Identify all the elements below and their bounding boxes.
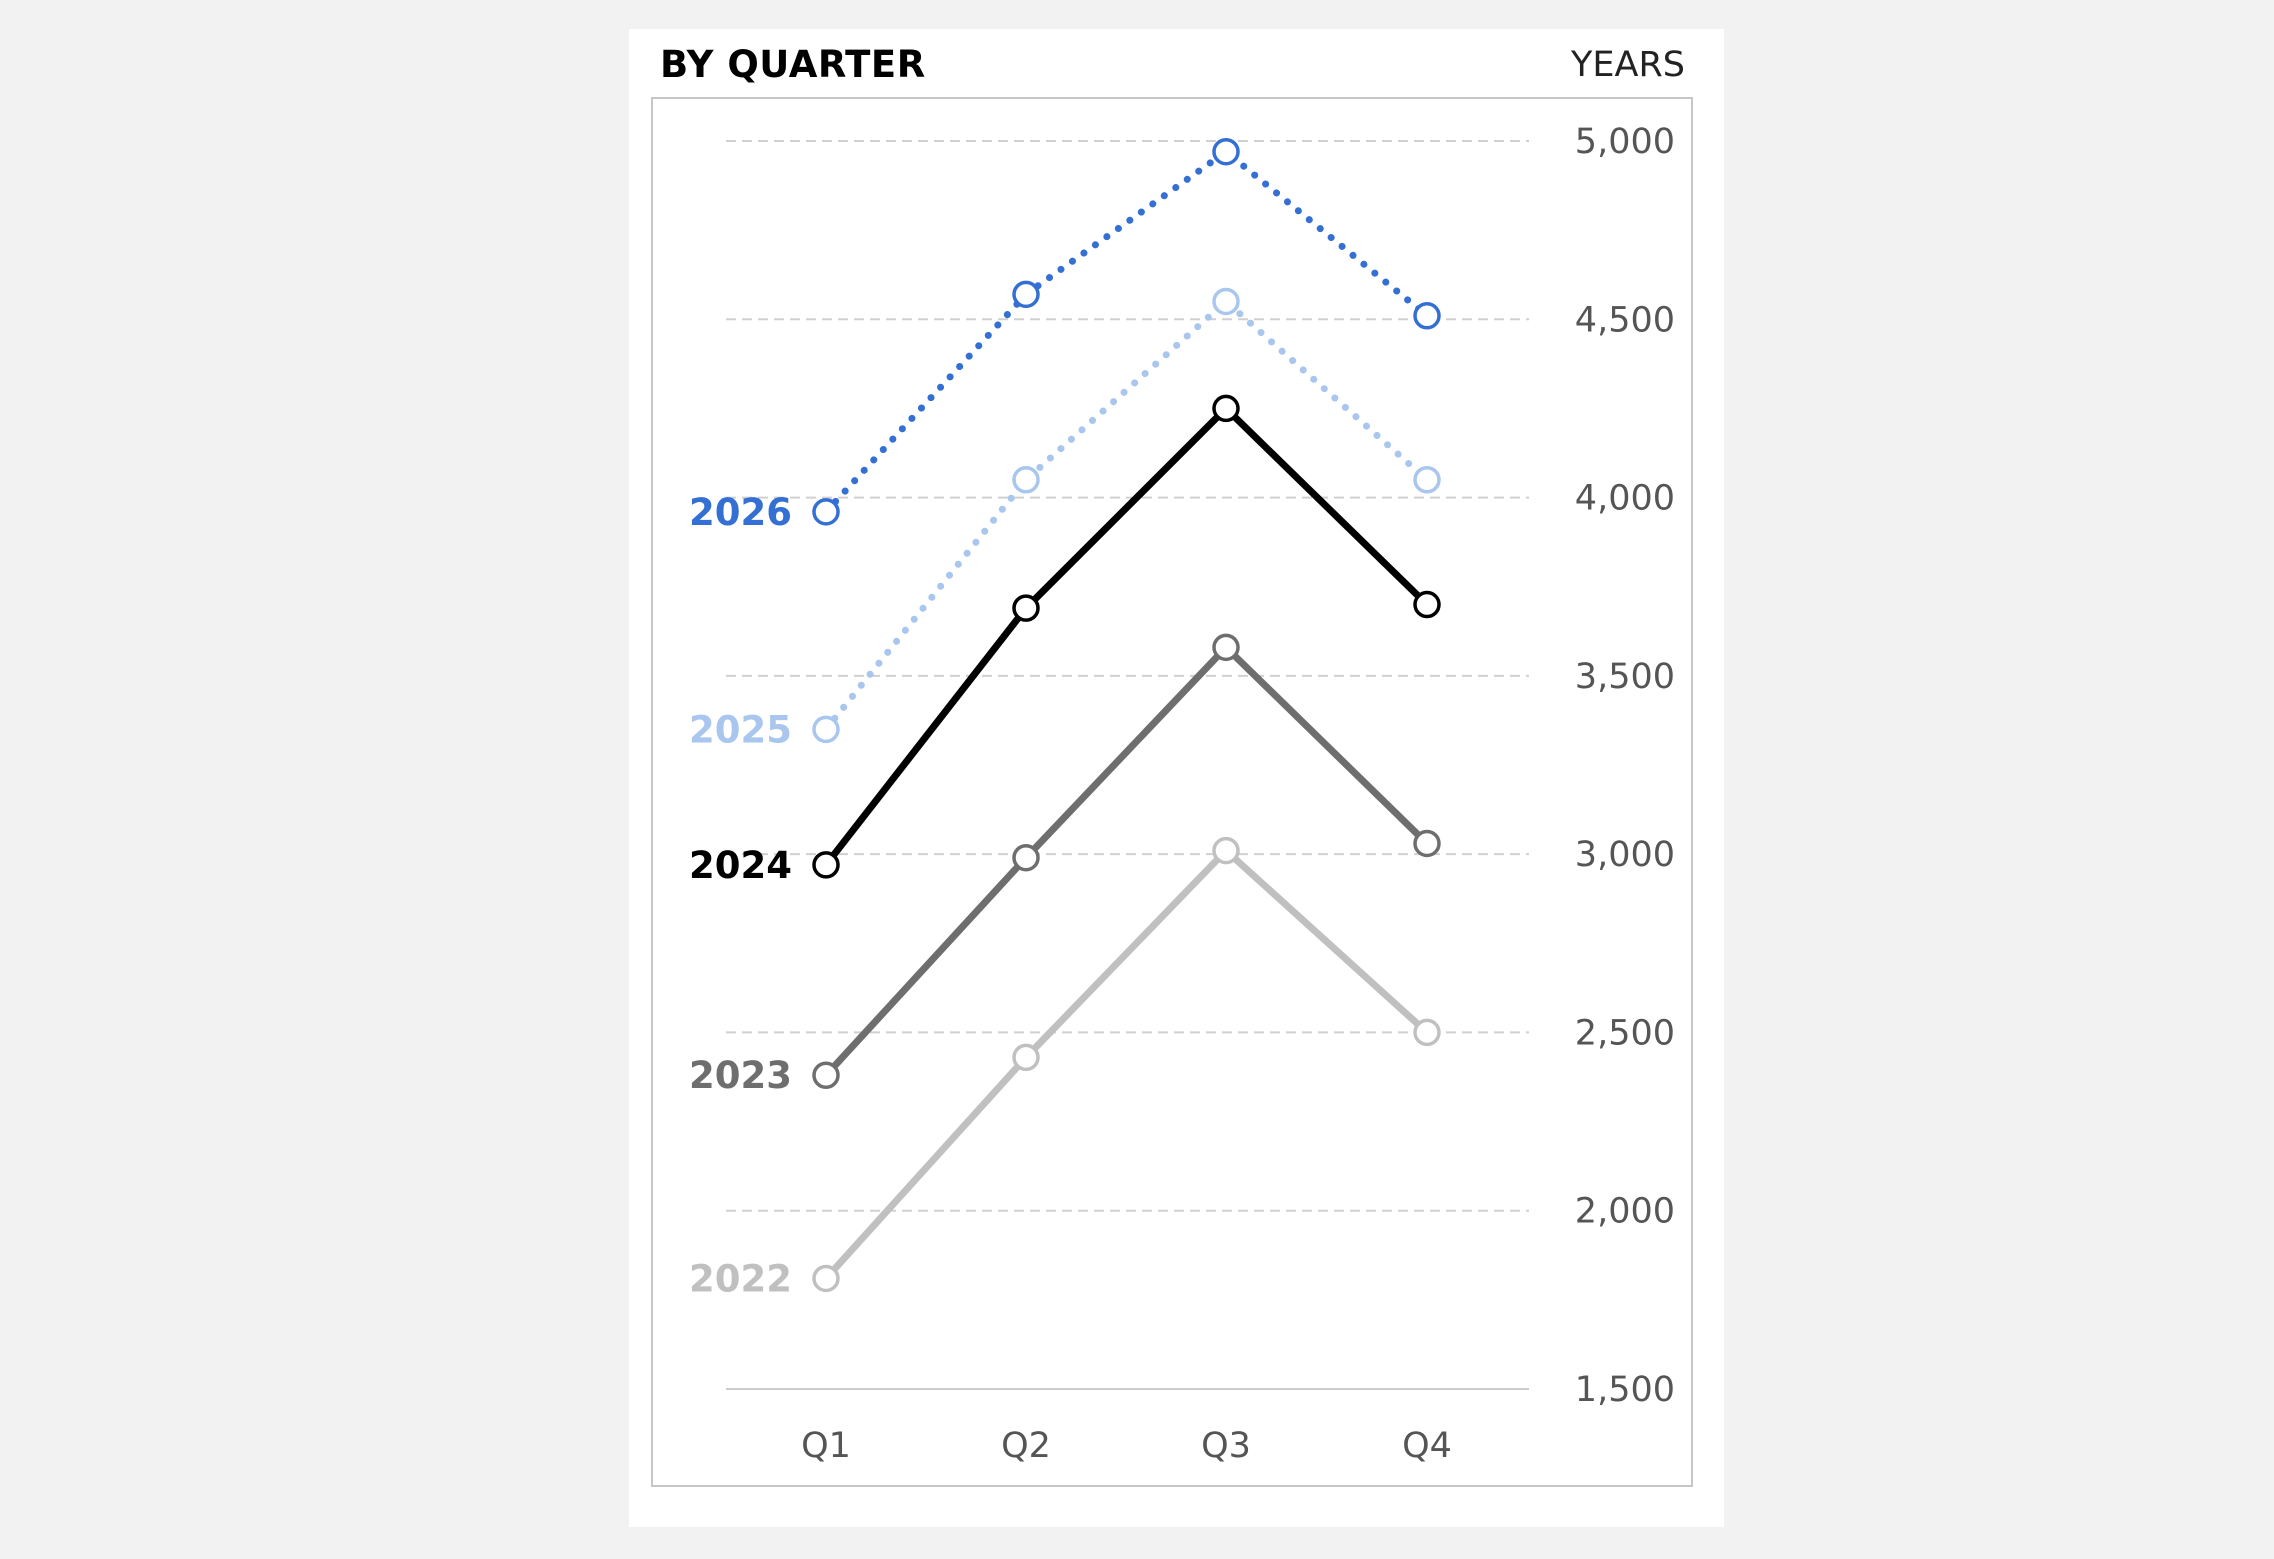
plot-frame [651,97,1693,1487]
data-point [1413,829,1441,858]
y-tick-label: 3,000 [1575,835,1675,875]
data-point [1413,465,1441,494]
data-point [1012,843,1040,872]
data-point [1413,301,1441,330]
x-tick-label: Q3 [1201,1426,1251,1466]
series-label-2026: 2026 [689,491,792,534]
data-point [812,1061,840,1089]
chart-title: BY QUARTER [660,43,926,86]
x-tick-label: Q1 [801,1426,851,1466]
y-tick-label: 3,500 [1575,657,1675,697]
data-point [1012,1043,1040,1072]
data-point [1212,137,1240,166]
y-tick-label: 2,000 [1575,1192,1675,1232]
series-label-2022: 2022 [689,1257,792,1300]
data-point [1012,594,1040,622]
data-point [1212,633,1240,662]
series-label-2024: 2024 [689,844,792,887]
series-line-2025 [822,296,1431,733]
y-tick-label: 4,500 [1575,300,1675,340]
series-line-2026 [822,147,1431,516]
data-point [812,498,840,526]
chart-card: BY QUARTER YEARS 5,000 4,500 4,000 3,500 3,0… [629,29,1724,1527]
data-point [1413,1018,1441,1047]
series-label-2025: 2025 [689,708,792,751]
series-line-2023 [823,642,1430,1078]
y-axis-title: YEARS [1571,45,1685,85]
y-tick-label: 5,000 [1575,122,1675,162]
series-line-2024 [823,403,1430,867]
series-line-2022 [823,845,1430,1281]
data-point [1413,590,1441,619]
data-point [1212,836,1240,865]
data-point [812,851,840,879]
data-point [1012,465,1040,494]
x-tick-label: Q2 [1001,1426,1051,1466]
data-point [812,715,840,744]
data-point [1212,394,1240,423]
line-chart: 5,000 4,500 4,000 3,500 3,000 2,500 2,000 1,500… [689,122,1675,1466]
data-point [812,1264,840,1293]
data-point [1212,287,1240,316]
x-tick-label: Q4 [1402,1426,1452,1466]
y-tick-label: 4,000 [1575,479,1675,519]
y-tick-label: 1,500 [1575,1370,1675,1410]
data-point [1012,280,1040,309]
y-tick-label: 2,500 [1575,1013,1675,1053]
series-label-2023: 2023 [689,1054,792,1097]
